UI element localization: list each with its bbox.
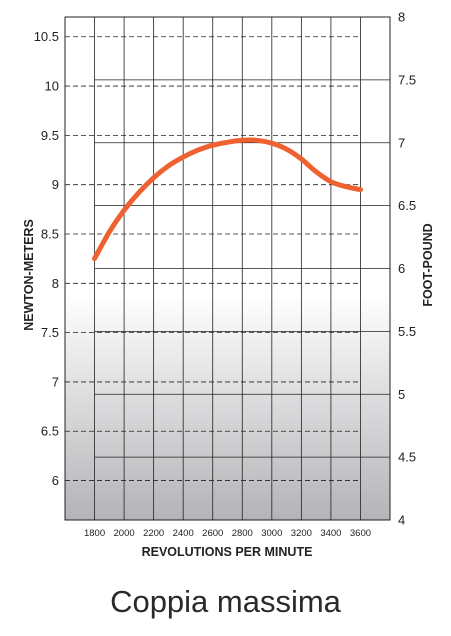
x-axis: 1800 2000 2200 2400 2600 2800 3000 3200 3400 3600 — [84, 528, 371, 539]
x-axis-title: REVOLUTIONS PER MINUTE — [142, 545, 313, 559]
y2-tick-label: 8 — [398, 10, 405, 25]
x-tick-label: 3200 — [291, 528, 312, 539]
x-tick-label: 2600 — [202, 528, 223, 539]
chart-caption: Coppia massima — [110, 584, 341, 619]
y2-axis-title: FOOT-POUND — [421, 223, 435, 306]
x-tick-label: 2200 — [143, 528, 164, 539]
grid-lines — [65, 17, 390, 520]
y2-tick-label: 4.5 — [398, 450, 416, 465]
y2-tick-label: 5.5 — [398, 324, 416, 339]
y-tick-label: 8.5 — [41, 226, 59, 241]
y-tick-label: 10 — [45, 79, 59, 94]
y-tick-label: 8 — [52, 276, 59, 291]
x-tick-label: 3400 — [320, 528, 341, 539]
torque-chart: 6 6.5 7 7.5 8 8.5 9 9.5 10 10.5 4 4.5 5 5.5 6 6.5 7 7.5 8… — [22, 10, 435, 560]
y-tick-label: 10.5 — [34, 29, 59, 44]
x-tick-label: 2400 — [173, 528, 194, 539]
x-tick-label: 2800 — [232, 528, 253, 539]
y-axis-title: NEWTON-METERS — [22, 219, 36, 331]
y-tick-label: 6 — [52, 473, 59, 488]
y2-tick-label: 4 — [398, 513, 405, 528]
y-axis-right: 4 4.5 5 5.5 6 6.5 7 7.5 8 — [398, 10, 416, 528]
x-tick-label: 1800 — [84, 528, 105, 539]
torque-series — [92, 137, 363, 262]
x-tick-label: 3600 — [350, 528, 371, 539]
y-tick-label: 6.5 — [41, 424, 59, 439]
y-tick-label: 9 — [52, 177, 59, 192]
x-tick-label: 3000 — [261, 528, 282, 539]
y-axis-left: 6 6.5 7 7.5 8 8.5 9 9.5 10 10.5 — [34, 29, 59, 488]
y-tick-label: 7 — [52, 374, 59, 389]
y-tick-label: 7.5 — [41, 325, 59, 340]
x-tick-label: 2000 — [114, 528, 135, 539]
y2-tick-label: 7.5 — [398, 72, 416, 87]
y2-tick-label: 6 — [398, 261, 405, 276]
y2-tick-label: 6.5 — [398, 198, 416, 213]
torque-curve — [92, 137, 363, 262]
y2-tick-label: 5 — [398, 387, 405, 402]
y-tick-label: 9.5 — [41, 128, 59, 143]
y2-tick-label: 7 — [398, 135, 405, 150]
